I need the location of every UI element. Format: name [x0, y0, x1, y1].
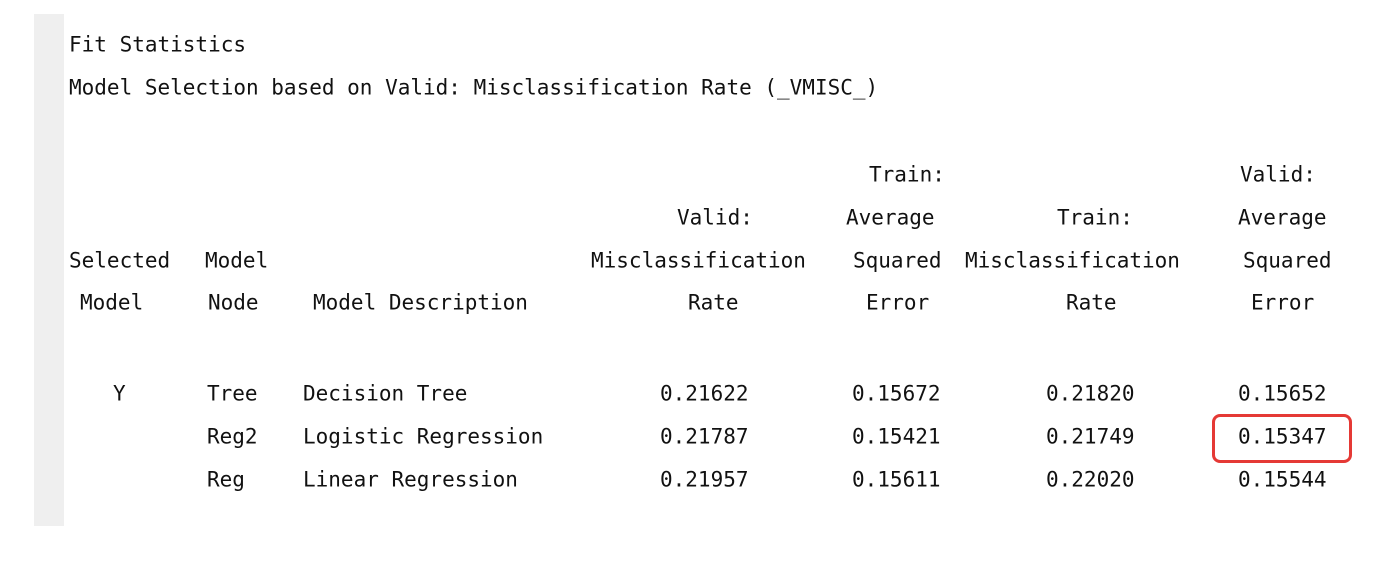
row-reg2-node: Reg2: [207, 424, 258, 449]
header-train-misc-line2: Misclassification: [965, 248, 1180, 273]
row-reg-description: Linear Regression: [303, 467, 518, 492]
report-subtitle: Model Selection based on Valid: Misclass…: [69, 75, 879, 100]
header-model: Model: [205, 248, 269, 273]
header-valid-ase-line2: Average: [1238, 205, 1327, 230]
header-node: Node: [208, 290, 259, 315]
report-title: Fit Statistics: [69, 32, 247, 57]
row-reg2-train-ase: 0.15421: [852, 424, 941, 449]
row-reg-train-misc: 0.22020: [1046, 467, 1135, 492]
row-tree-train-ase: 0.15672: [852, 381, 941, 406]
row-tree-description: Decision Tree: [303, 381, 468, 406]
row-reg2-train-misc: 0.21749: [1046, 424, 1135, 449]
row-tree-valid-misc: 0.21622: [660, 381, 749, 406]
highlight-box: [1212, 414, 1352, 463]
header-valid-misc-rate: Rate: [688, 290, 739, 315]
header-valid-ase-line1: Valid:: [1240, 162, 1316, 187]
header-train-misc-rate: Rate: [1066, 290, 1117, 315]
row-reg-node: Reg: [207, 467, 245, 492]
header-valid-misc-line1: Valid:: [677, 205, 753, 230]
header-train-ase-line2: Average: [846, 205, 935, 230]
row-tree-node: Tree: [207, 381, 258, 406]
row-reg2-description: Logistic Regression: [303, 424, 544, 449]
header-selected-model: Model: [80, 290, 144, 315]
header-valid-misc-line2: Misclassification: [591, 248, 806, 273]
row-reg2-valid-ase: 0.15347: [1238, 424, 1327, 449]
header-valid-ase-line3: Squared: [1243, 248, 1332, 273]
header-selected: Selected: [69, 248, 171, 273]
header-train-ase-line3: Squared: [853, 248, 942, 273]
row-reg2-valid-misc: 0.21787: [660, 424, 749, 449]
row-tree-train-misc: 0.21820: [1046, 381, 1135, 406]
row-reg-train-ase: 0.15611: [852, 467, 941, 492]
row-tree-selected-flag: Y: [113, 381, 126, 406]
left-margin-bar: [34, 14, 64, 526]
header-train-ase-line1: Train:: [869, 162, 945, 187]
header-model-description: Model Description: [313, 290, 528, 315]
header-valid-ase-error: Error: [1251, 290, 1315, 315]
row-tree-valid-ase: 0.15652: [1238, 381, 1327, 406]
header-train-ase-error: Error: [866, 290, 930, 315]
row-reg-valid-misc: 0.21957: [660, 467, 749, 492]
header-train-misc-line1: Train:: [1057, 205, 1133, 230]
row-reg-valid-ase: 0.15544: [1238, 467, 1327, 492]
